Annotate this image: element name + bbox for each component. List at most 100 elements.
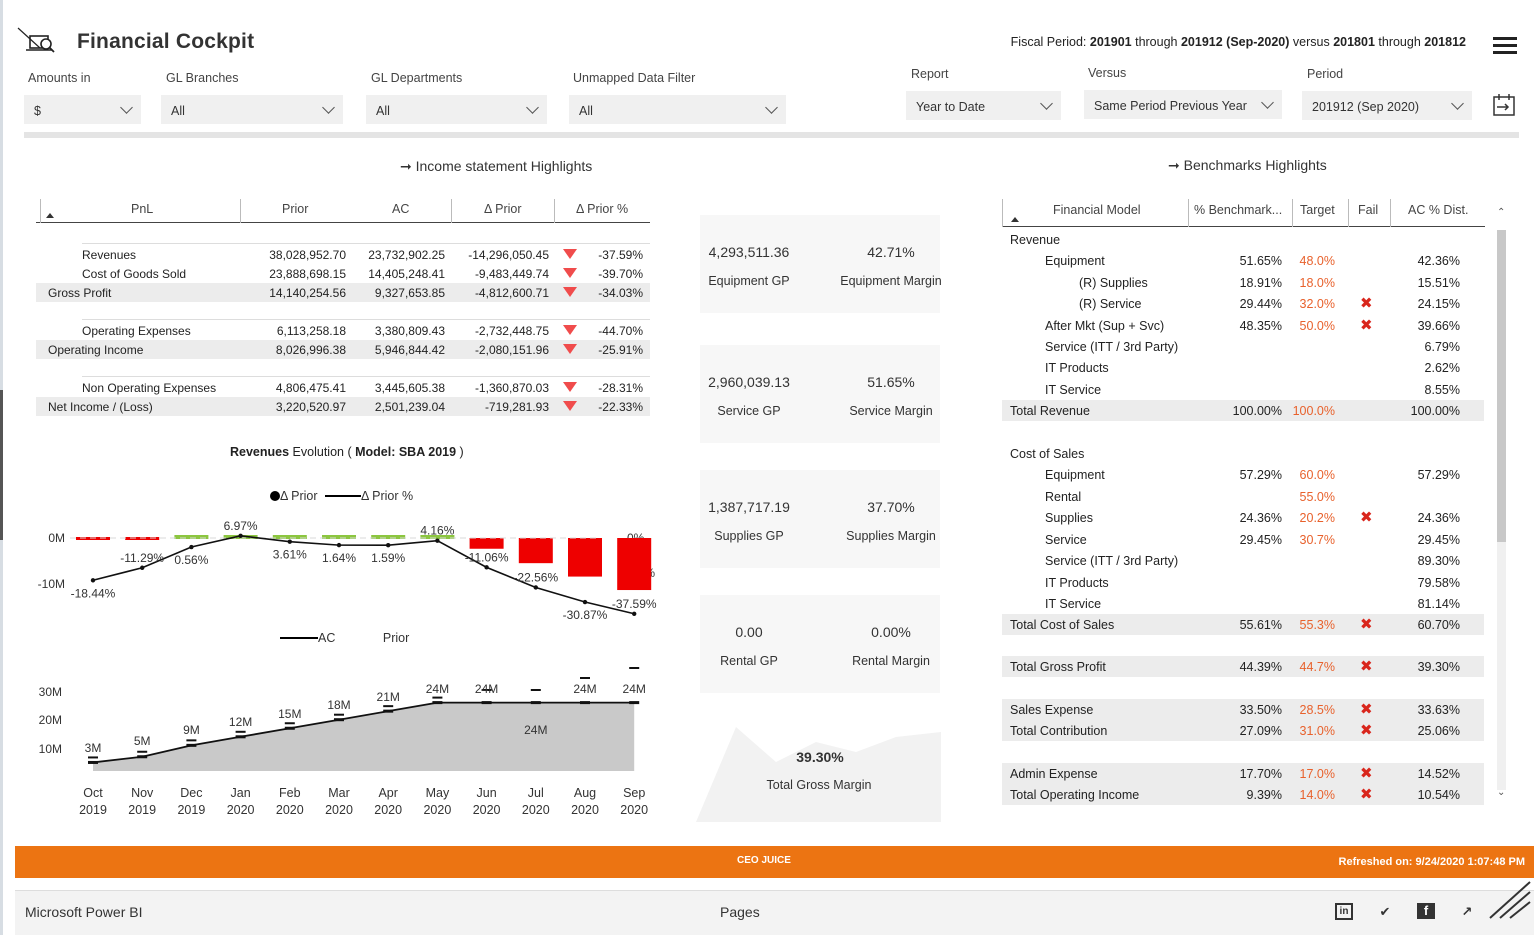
- benchmark-row[interactable]: Equipment 57.29% 60.0% 57.29%: [1002, 464, 1484, 485]
- scrollbar-thumb[interactable]: [1497, 230, 1506, 542]
- benchmark-row[interactable]: Total Gross Profit 44.39% 44.7% 39.30% ✖: [1002, 656, 1484, 677]
- pnl-prior: 38,028,952.70: [269, 248, 346, 262]
- benchmark-row[interactable]: Supplies 24.36% 20.2% 24.36% ✖: [1002, 507, 1484, 528]
- benchmark-row[interactable]: Sales Expense 33.50% 28.5% 33.63% ✖: [1002, 699, 1484, 720]
- pnl-row[interactable]: Gross Profit 14,140,254.56 9,327,653.85 -4,…: [36, 283, 650, 302]
- hamburger-menu-icon[interactable]: [1493, 37, 1517, 54]
- pnl-col-ac[interactable]: AC: [392, 202, 410, 216]
- benchmark-row[interactable]: IT Service 8.55%: [1002, 379, 1484, 400]
- benchmark-row[interactable]: Revenue: [1002, 229, 1484, 250]
- prior-marker: [235, 730, 246, 733]
- ac-data-label: 5M: [134, 734, 151, 748]
- versus-dropdown[interactable]: Same Period Previous Year: [1084, 90, 1282, 119]
- chevron-down-icon: [1451, 97, 1464, 110]
- delta-prior-pct-point: [189, 544, 194, 550]
- ac-area: [93, 702, 635, 771]
- benchmark-row[interactable]: Service (ITT / 3rd Party) 89.30%: [1002, 550, 1484, 571]
- pnl-row[interactable]: Operating Income 8,026,996.38 5,946,844.42…: [36, 340, 650, 359]
- benchmark-row[interactable]: IT Products 2.62%: [1002, 357, 1484, 378]
- period-label: Period: [1307, 67, 1344, 81]
- pnl-col-dprior-pct[interactable]: Δ Prior %: [576, 202, 629, 216]
- y-axis-tick-label: 30M: [39, 685, 62, 699]
- branches-dropdown[interactable]: All: [161, 95, 343, 124]
- benchmark-row[interactable]: IT Products 79.58%: [1002, 572, 1484, 593]
- pnl-row[interactable]: Non Operating Expenses 4,806,475.41 3,445,…: [36, 378, 650, 397]
- benchmark-label: After Mkt (Sup + Svc): [1045, 319, 1165, 333]
- pnl-col-pnl[interactable]: PnL: [131, 202, 154, 216]
- scroll-up-icon[interactable]: ⌃: [1497, 207, 1506, 218]
- pnl-row[interactable]: Net Income / (Loss) 3,220,520.97 2,501,239…: [36, 397, 650, 416]
- unmapped-dropdown[interactable]: All: [569, 95, 786, 124]
- period-dropdown[interactable]: 201912 (Sep 2020): [1302, 91, 1472, 120]
- benchmark-dist: 10.54%: [1417, 788, 1460, 802]
- benchmark-row[interactable]: Total Cost of Sales 55.61% 55.3% 60.70% ✖: [1002, 614, 1484, 635]
- benchmark-row[interactable]: Total Contribution 27.09% 31.0% 25.06% ✖: [1002, 720, 1484, 741]
- benchmark-row[interactable]: Service 29.45% 30.7% 29.45%: [1002, 529, 1484, 550]
- benchmark-row[interactable]: Total Operating Income 9.39% 14.0% 10.54% ✖: [1002, 784, 1484, 805]
- pct-data-label: 0.56%: [174, 553, 208, 567]
- benchmark-row[interactable]: Rental 55.0%: [1002, 486, 1484, 507]
- delta-prior-bar: [469, 538, 504, 549]
- fail-x-icon: ✖: [1360, 701, 1373, 718]
- sort-ascending-icon[interactable]: [1011, 217, 1019, 222]
- resize-grip-icon[interactable]: [1488, 880, 1533, 920]
- down-triangle-icon: [563, 268, 577, 278]
- calendar-export-icon[interactable]: [1491, 92, 1517, 118]
- benchmark-bench: 51.65%: [1239, 254, 1282, 268]
- bm-col-fail[interactable]: Fail: [1358, 203, 1379, 217]
- benchmark-row[interactable]: Total Revenue 100.00% 100.0% 100.00%: [1002, 400, 1484, 421]
- ceo-juice-logo: CEO JUICE: [737, 855, 791, 866]
- bm-col-target[interactable]: Target: [1300, 203, 1335, 217]
- pnl-col-dprior[interactable]: Δ Prior: [484, 202, 522, 216]
- facebook-icon[interactable]: f: [1417, 903, 1435, 921]
- pnl-ac: 2,501,239.04: [374, 400, 445, 414]
- pnl-row[interactable]: Operating Expenses 6,113,258.18 3,380,809.…: [36, 321, 650, 340]
- scroll-down-icon[interactable]: ⌄: [1497, 787, 1506, 798]
- kpi-tile[interactable]: [700, 215, 940, 313]
- ac-data-label: 24M: [426, 682, 449, 696]
- kpi-tile[interactable]: [700, 345, 940, 443]
- bm-col-bench[interactable]: % Benchmark...: [1194, 203, 1283, 217]
- x-axis-year-label: 2020: [374, 803, 402, 817]
- benchmark-label: Supplies: [1045, 511, 1093, 525]
- kpi-value: 1,387,717.19: [708, 499, 790, 515]
- benchmark-row[interactable]: Service (ITT / 3rd Party) 6.79%: [1002, 336, 1484, 357]
- benchmark-row[interactable]: IT Service 81.14%: [1002, 593, 1484, 614]
- pnl-col-prior[interactable]: Prior: [282, 202, 309, 216]
- x-axis-month-label: Sep: [623, 786, 645, 800]
- legend-line-icon: [325, 495, 362, 497]
- sort-ascending-icon[interactable]: [46, 213, 54, 218]
- benchmark-row[interactable]: Equipment 51.65% 48.0% 42.36%: [1002, 250, 1484, 271]
- benchmark-row[interactable]: After Mkt (Sup + Svc) 48.35% 50.0% 39.66% ✖: [1002, 315, 1484, 336]
- kpi-tile[interactable]: [700, 595, 940, 693]
- benchmark-row[interactable]: Cost of Sales: [1002, 443, 1484, 464]
- benchmark-row[interactable]: (R) Service 29.44% 32.0% 24.15% ✖: [1002, 293, 1484, 314]
- departments-dropdown[interactable]: All: [366, 95, 547, 124]
- delta-prior-bar: [322, 535, 356, 539]
- pnl-ac: 14,405,248.41: [368, 267, 445, 281]
- benchmark-row[interactable]: Admin Expense 17.70% 17.0% 14.52% ✖: [1002, 763, 1484, 784]
- pnl-row[interactable]: Cost of Goods Sold 23,888,698.15 14,405,24…: [36, 264, 650, 283]
- delta-prior-pct-point: [140, 565, 145, 570]
- amounts-dropdown[interactable]: $: [24, 95, 141, 124]
- cockpit-logo-icon[interactable]: [16, 26, 58, 58]
- pct-data-label: 6.97%: [224, 519, 258, 533]
- linkedin-icon[interactable]: in: [1335, 903, 1353, 921]
- benchmark-bench: 29.45%: [1239, 533, 1282, 547]
- twitter-icon[interactable]: ✔: [1379, 904, 1391, 919]
- benchmark-bench: 27.09%: [1239, 724, 1282, 738]
- kpi-tile[interactable]: [700, 470, 940, 568]
- pnl-prior: 6,113,258.18: [276, 324, 346, 338]
- report-dropdown[interactable]: Year to Date: [906, 91, 1061, 120]
- report-value: Year to Date: [916, 100, 986, 114]
- benchmark-row[interactable]: (R) Supplies 18.91% 18.0% 15.51%: [1002, 272, 1484, 293]
- benchmark-dist: 79.58%: [1417, 576, 1460, 590]
- chevron-down-icon: [322, 101, 335, 114]
- benchmark-dist: 24.36%: [1417, 511, 1460, 525]
- pages-button[interactable]: Pages: [720, 904, 760, 920]
- bm-col-dist[interactable]: AC % Dist.: [1408, 203, 1469, 217]
- share-icon[interactable]: ↗: [1461, 904, 1473, 919]
- x-axis-year-label: 2019: [128, 803, 156, 817]
- pnl-row[interactable]: Revenues 38,028,952.70 23,732,902.25 -14,29…: [36, 245, 650, 264]
- bm-col-model[interactable]: Financial Model: [1053, 203, 1141, 217]
